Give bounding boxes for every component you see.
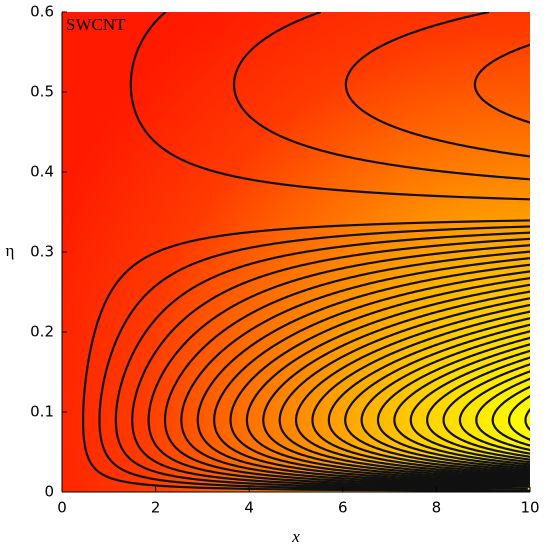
- contour-line: [344, 12, 530, 158]
- x-tick-label: 6: [338, 499, 348, 517]
- contour-line: [98, 225, 530, 491]
- contour-line: [213, 270, 530, 484]
- x-tick-label: 4: [244, 499, 254, 517]
- contour-line: [360, 330, 530, 470]
- contour-line: [196, 263, 530, 485]
- contour-line: [147, 244, 530, 488]
- contour-line: [262, 290, 530, 480]
- x-tick-label: 10: [520, 499, 539, 517]
- x-tick-label: 0: [57, 499, 67, 517]
- contour-line: [180, 257, 530, 486]
- y-tick-label: 0: [44, 483, 54, 501]
- y-axis-label: η: [6, 241, 15, 260]
- contour-line: [376, 336, 530, 468]
- y-tick-label: 0.2: [30, 323, 54, 341]
- x-tick-label: 2: [151, 499, 161, 517]
- contour-line: [393, 343, 530, 466]
- contour-line: [278, 297, 530, 478]
- contour-line: [426, 356, 530, 461]
- contour-line: [473, 43, 530, 124]
- contour-line: [475, 377, 530, 452]
- x-axis-label: x: [291, 527, 300, 546]
- contour-line: [344, 323, 530, 472]
- contour-line: [131, 237, 530, 489]
- contour-line: [163, 250, 530, 487]
- contour-line: [82, 219, 530, 492]
- contour-line: [114, 231, 530, 490]
- annotation: SWCNT: [66, 15, 126, 34]
- y-tick-label: 0.6: [30, 3, 54, 21]
- contour-line: [295, 303, 530, 477]
- y-tick-label: 0.5: [30, 83, 54, 101]
- contour-line: [442, 363, 530, 458]
- contour-line: [129, 12, 530, 201]
- contour-line: [491, 385, 530, 447]
- x-tick-label: 8: [432, 499, 442, 517]
- contour-lines: [82, 12, 530, 492]
- contour-line: [232, 12, 530, 181]
- y-tick-label: 0.1: [30, 403, 54, 421]
- y-tick-label: 0.4: [30, 163, 54, 181]
- contour-line: [311, 310, 530, 475]
- contour-line: [409, 349, 530, 464]
- contour-line: [229, 277, 530, 482]
- contour-line: [508, 394, 530, 441]
- y-tick-label: 0.3: [30, 243, 54, 261]
- contour-line: [458, 370, 530, 455]
- contour-line: [524, 407, 530, 432]
- contour-line: [245, 283, 530, 481]
- contour-line: [327, 317, 530, 474]
